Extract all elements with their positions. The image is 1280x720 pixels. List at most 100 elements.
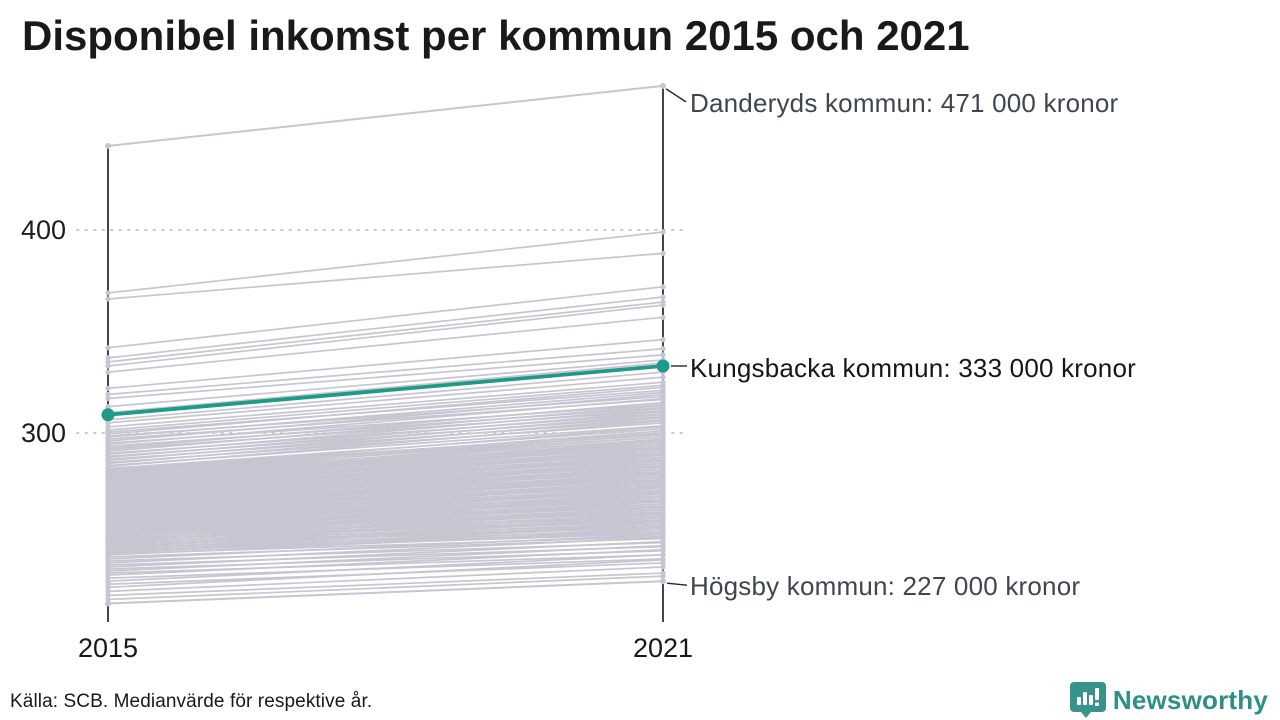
labeled-slope-lines-group bbox=[105, 82, 666, 607]
slope-dot-2021 bbox=[660, 543, 666, 549]
annotation-leaders-group bbox=[665, 88, 688, 586]
slope-line bbox=[107, 353, 664, 400]
hogsby-dot-2021 bbox=[660, 578, 666, 585]
slope-line bbox=[107, 452, 664, 490]
slope-line bbox=[107, 438, 664, 479]
slope-dot-2015 bbox=[105, 584, 111, 590]
slope-line bbox=[107, 454, 664, 492]
slope-dot-2015 bbox=[105, 592, 111, 599]
y-axis-tick-400: 400 bbox=[20, 215, 66, 245]
slope-dot-2021 bbox=[660, 552, 666, 558]
slope-dot-2021 bbox=[660, 424, 666, 430]
slope-dot-2015 bbox=[105, 420, 111, 426]
danderyd-line bbox=[107, 84, 664, 147]
slope-line bbox=[107, 444, 664, 484]
danderyd-dot-2021 bbox=[660, 82, 666, 89]
slope-line bbox=[107, 296, 664, 359]
slope-dot-2021 bbox=[660, 547, 666, 553]
logo-bubble-shape bbox=[1069, 682, 1106, 718]
slope-dot-2021 bbox=[660, 337, 666, 343]
slope-line bbox=[107, 553, 664, 583]
slope-line bbox=[107, 478, 664, 511]
slope-line bbox=[107, 521, 664, 548]
slope-dot-2021 bbox=[660, 418, 666, 424]
brand-name: Newsworthy bbox=[1112, 684, 1268, 715]
slope-line bbox=[107, 386, 664, 435]
slope-dot-2015 bbox=[105, 369, 111, 375]
slope-dot-2015 bbox=[105, 363, 111, 369]
slope-line bbox=[107, 285, 664, 349]
slope-line bbox=[107, 480, 664, 513]
brand-lockup: Newsworthy bbox=[1069, 681, 1268, 719]
slope-line bbox=[107, 515, 664, 542]
slope-line bbox=[107, 426, 664, 473]
slope-line bbox=[107, 566, 664, 593]
slope-line bbox=[107, 517, 664, 544]
slope-line bbox=[107, 450, 664, 489]
slope-line bbox=[107, 376, 664, 424]
slope-dot-2021 bbox=[660, 302, 666, 308]
slope-line bbox=[107, 529, 664, 556]
slope-line bbox=[107, 419, 664, 468]
slope-line bbox=[107, 456, 664, 494]
slope-dot-2015 bbox=[105, 359, 111, 365]
slope-line bbox=[107, 359, 664, 408]
slope-line bbox=[107, 519, 664, 546]
slope-line bbox=[107, 448, 664, 487]
slope-line bbox=[107, 476, 664, 510]
slope-line bbox=[107, 495, 664, 524]
slope-dot-2015 bbox=[105, 345, 111, 351]
background-slope-lines-group bbox=[105, 229, 666, 603]
slope-line bbox=[107, 391, 664, 438]
slope-dot-2015 bbox=[105, 296, 111, 302]
slope-line bbox=[107, 472, 664, 507]
slope-line bbox=[107, 493, 664, 523]
slope-line bbox=[107, 523, 664, 550]
slope-line bbox=[107, 486, 664, 518]
slope-dot-2021 bbox=[660, 391, 666, 398]
slope-line bbox=[107, 468, 664, 503]
slope-line bbox=[107, 410, 664, 459]
slope-line bbox=[107, 484, 664, 516]
danderyd-dot-2015 bbox=[105, 142, 111, 149]
newsworthy-logo-icon bbox=[1069, 682, 1106, 718]
slope-line bbox=[107, 338, 664, 390]
slope-dot-2015 bbox=[105, 355, 111, 361]
slope-line bbox=[107, 384, 664, 431]
slope-dot-2015 bbox=[105, 395, 111, 402]
kungsbacka-dot-2021 bbox=[656, 359, 670, 373]
slope-line bbox=[107, 505, 664, 533]
slope-line bbox=[107, 491, 664, 521]
slope-line bbox=[107, 525, 664, 552]
slope-line bbox=[107, 464, 664, 500]
slope-dot-2015 bbox=[105, 404, 111, 410]
slope-line bbox=[107, 430, 664, 474]
slope-line bbox=[107, 413, 664, 462]
slope-line bbox=[107, 503, 664, 531]
slope-line bbox=[107, 470, 664, 505]
slope-line bbox=[107, 433, 664, 476]
slope-dot-2015 bbox=[105, 290, 111, 296]
slope-line bbox=[107, 474, 664, 508]
slope-line bbox=[107, 393, 664, 442]
slope-line bbox=[107, 572, 664, 597]
y-axis-tick-300: 300 bbox=[20, 418, 66, 448]
annotation-kungsbacka: Kungsbacka kommun: 333 000 kronor bbox=[690, 353, 1136, 383]
slope-line bbox=[107, 446, 664, 486]
slope-line bbox=[107, 231, 664, 294]
slope-line bbox=[107, 401, 664, 450]
slope-dot-2015 bbox=[105, 385, 111, 391]
kungsbacka-line bbox=[107, 364, 664, 417]
slope-dot-2021 bbox=[660, 352, 666, 358]
chart-title: Disponibel inkomst per kommun 2015 och 2… bbox=[22, 12, 970, 59]
slope-line bbox=[107, 507, 664, 534]
slope-dot-2021 bbox=[660, 527, 666, 534]
slope-line bbox=[107, 304, 664, 367]
slope-dot-2021 bbox=[660, 384, 666, 390]
highlighted-line-group bbox=[101, 359, 670, 422]
slope-dot-2021 bbox=[660, 557, 666, 563]
slope-dot-2021 bbox=[660, 314, 666, 320]
slope-line bbox=[107, 575, 664, 601]
slope-line bbox=[107, 482, 664, 515]
